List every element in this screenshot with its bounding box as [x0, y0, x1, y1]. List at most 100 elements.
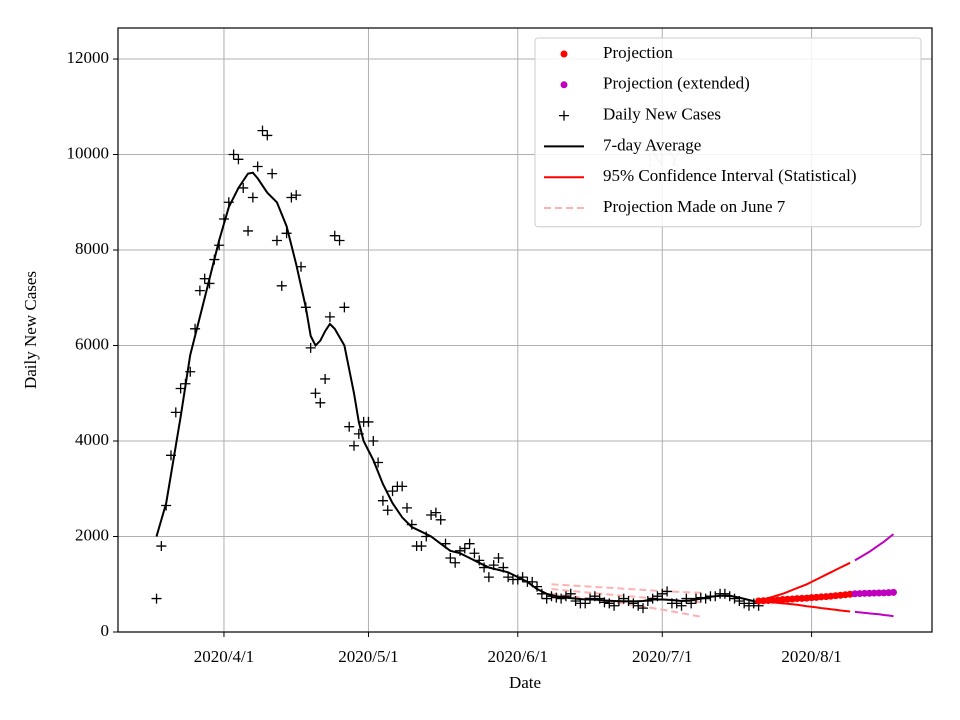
y-tick-label: 8000	[75, 239, 109, 258]
case-marker	[300, 302, 311, 313]
case-marker	[406, 519, 417, 530]
case-marker	[589, 591, 600, 602]
case-marker	[488, 560, 499, 571]
case-marker	[623, 595, 634, 606]
case-marker	[628, 598, 639, 609]
case-marker	[556, 593, 567, 604]
case-marker	[546, 591, 557, 602]
case-marker	[690, 593, 701, 604]
legend-marker	[560, 50, 568, 58]
case-marker	[175, 383, 186, 394]
y-tick-label: 2000	[75, 525, 109, 544]
case-marker	[252, 161, 263, 172]
case-marker	[349, 440, 360, 451]
case-marker	[194, 285, 205, 296]
case-marker	[585, 593, 596, 604]
case-marker	[238, 182, 249, 193]
case-marker	[469, 548, 480, 559]
case-marker	[536, 588, 547, 599]
case-marker	[551, 592, 562, 603]
case-marker	[430, 507, 441, 518]
case-marker	[671, 598, 682, 609]
case-marker	[580, 598, 591, 609]
case-marker	[243, 225, 254, 236]
confidence-line	[758, 561, 851, 602]
case-marker	[329, 230, 340, 241]
case-marker	[700, 593, 711, 604]
case-marker	[483, 572, 494, 583]
legend-label: 95% Confidence Interval (Statistical)	[603, 166, 857, 185]
case-marker	[474, 555, 485, 566]
legend-label: Projection	[603, 43, 673, 62]
case-marker	[633, 600, 644, 611]
june7-projection-line	[551, 583, 701, 594]
case-marker	[151, 593, 162, 604]
case-marker	[180, 378, 191, 389]
legend-label: Daily New Cases	[603, 105, 721, 124]
case-marker	[450, 557, 461, 568]
case-marker	[426, 510, 437, 521]
x-tick-label: 2020/4/1	[194, 647, 254, 666]
case-marker	[541, 593, 552, 604]
case-marker	[416, 541, 427, 552]
case-marker	[185, 366, 196, 377]
case-marker	[363, 416, 374, 427]
case-marker	[247, 192, 258, 203]
case-marker	[165, 450, 176, 461]
legend-marker	[560, 81, 568, 89]
case-marker	[609, 600, 620, 611]
case-marker	[560, 591, 571, 602]
case-marker	[291, 190, 302, 201]
legend-marker	[559, 110, 569, 121]
case-marker	[719, 588, 730, 599]
case-marker	[710, 591, 721, 602]
case-marker	[517, 572, 528, 583]
case-marker	[368, 436, 379, 447]
x-tick-label: 2020/6/1	[488, 647, 548, 666]
confidence-line	[854, 610, 894, 618]
case-marker	[170, 407, 181, 418]
y-axis-label: Daily New Cases	[21, 271, 40, 389]
case-marker	[353, 428, 364, 439]
case-marker	[281, 228, 292, 239]
case-marker	[695, 592, 706, 603]
case-marker	[604, 598, 615, 609]
case-marker	[286, 192, 297, 203]
case-marker	[729, 593, 740, 604]
case-marker	[190, 323, 201, 334]
x-tick-label: 2020/8/1	[781, 647, 841, 666]
case-marker	[652, 591, 663, 602]
legend-label: Projection Made on June 7	[603, 197, 786, 216]
case-marker	[397, 481, 408, 492]
case-marker	[445, 552, 456, 563]
case-marker	[440, 538, 451, 549]
case-marker	[377, 495, 388, 506]
case-marker	[642, 595, 653, 606]
case-marker	[662, 586, 673, 597]
case-marker	[228, 149, 239, 160]
case-marker	[565, 588, 576, 599]
case-marker	[503, 572, 514, 583]
case-marker	[479, 562, 490, 573]
case-marker	[199, 273, 210, 284]
case-marker	[296, 261, 307, 272]
case-marker	[305, 342, 316, 353]
case-marker	[435, 514, 446, 525]
case-marker	[310, 388, 321, 399]
case-marker	[532, 581, 543, 592]
x-tick-label: 2020/7/1	[632, 647, 692, 666]
case-marker	[276, 280, 287, 291]
case-marker	[459, 543, 470, 554]
case-marker	[401, 502, 412, 513]
case-marker	[618, 593, 629, 604]
case-marker	[320, 373, 331, 384]
case-marker	[724, 591, 735, 602]
case-marker	[498, 562, 509, 573]
legend-label: 7-day Average	[603, 135, 701, 154]
legend-box	[534, 37, 922, 228]
case-marker	[464, 538, 475, 549]
x-tick-label: 2020/5/1	[338, 647, 398, 666]
case-marker	[267, 168, 278, 179]
case-marker	[271, 235, 282, 246]
